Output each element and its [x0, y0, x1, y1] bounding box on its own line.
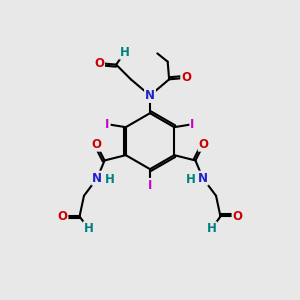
Text: O: O [232, 210, 242, 223]
Text: N: N [198, 172, 208, 184]
Text: H: H [120, 46, 130, 59]
Text: H: H [207, 222, 217, 235]
Text: N: N [145, 89, 155, 102]
Text: I: I [105, 118, 110, 131]
Text: I: I [190, 118, 195, 131]
Text: N: N [92, 172, 102, 184]
Text: I: I [148, 179, 152, 192]
Text: O: O [199, 138, 209, 151]
Text: O: O [181, 71, 191, 84]
Text: O: O [91, 138, 101, 151]
Text: H: H [185, 173, 195, 186]
Text: H: H [105, 173, 115, 186]
Text: O: O [58, 210, 68, 223]
Text: H: H [83, 222, 93, 235]
Text: O: O [94, 57, 104, 70]
